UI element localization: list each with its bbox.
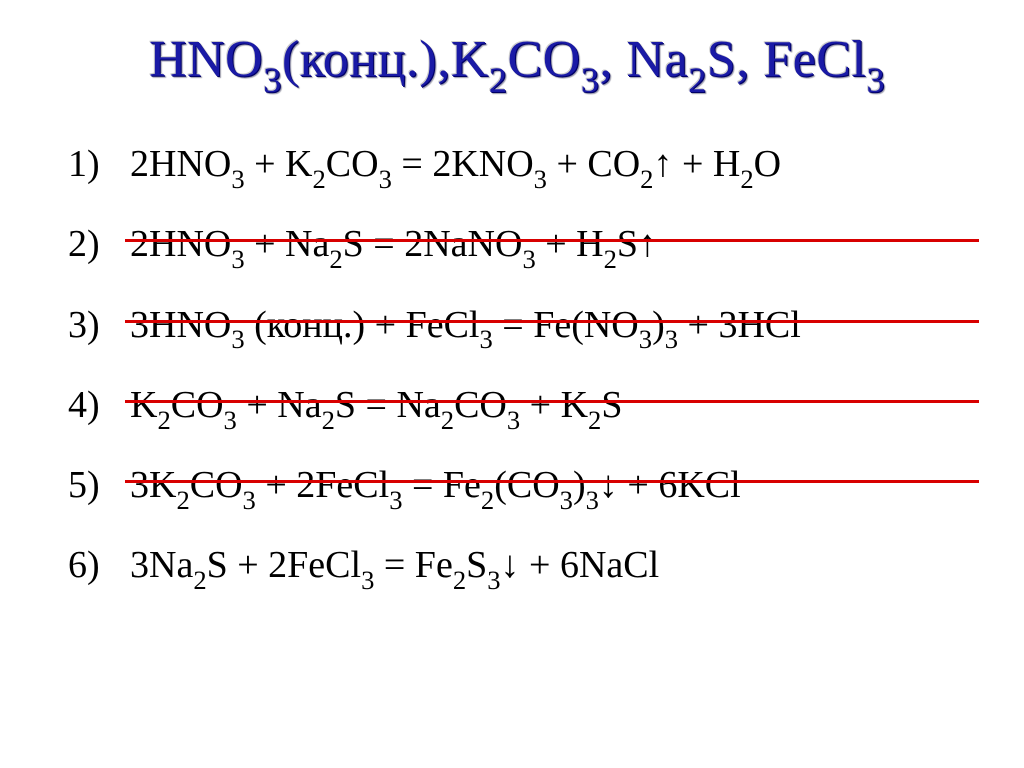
eq2-ds1: 2 — [604, 244, 617, 274]
eq3-cs1: 3 — [639, 324, 652, 354]
eq4-f: + K — [520, 384, 588, 426]
eq5-cs1: 3 — [389, 485, 402, 515]
eq3-as1: 3 — [231, 324, 244, 354]
strike-line-3 — [125, 320, 979, 323]
eq3-e: + 3HCl — [678, 304, 801, 346]
title-sub-4: 2 — [688, 60, 707, 100]
eq5-es1: 3 — [560, 485, 573, 515]
eq4-e: CO — [454, 384, 507, 426]
eq4-c: + Na — [237, 384, 322, 426]
eq4-cs1: 2 — [322, 405, 335, 435]
eq6-bs1: 3 — [361, 565, 374, 595]
strike-line-5 — [125, 480, 979, 483]
eq2-e: S↑ — [617, 225, 657, 263]
title-text-2: (конц.),K — [282, 31, 489, 88]
eq3-a: 3HNO — [130, 304, 231, 346]
eq3-d: ) — [652, 304, 665, 346]
eq5-bs1: 3 — [243, 485, 256, 515]
title-sub-3: 3 — [581, 60, 600, 100]
equation-5: 3K2CO3 + 2FeCl3 = Fe2(CO3)3↓ + 6KCl — [130, 448, 974, 528]
eq1-d: = 2KNO — [392, 143, 534, 185]
equation-4: K2CO3 + Na2S = Na2CO3 + K2S — [130, 368, 974, 448]
eq5-d: = Fe — [402, 464, 480, 506]
eq4-b: CO — [171, 384, 224, 426]
eq2-a: 2HNO — [130, 223, 231, 265]
eq3-b: (конц.) + FeCl — [245, 304, 480, 346]
eq1-as1: 3 — [231, 164, 244, 194]
title-sub-5: 3 — [866, 60, 885, 100]
eq1-b: + K — [245, 143, 313, 185]
eq5-ds1: 2 — [481, 485, 494, 515]
eq3-c: = Fe(NO — [493, 304, 639, 346]
eq4-d: S = Na — [335, 384, 441, 426]
eq6-a: 3Na — [130, 544, 193, 586]
eq6-cs1: 2 — [453, 565, 466, 595]
eq1-ds1: 3 — [534, 164, 547, 194]
title-sub-2: 2 — [489, 60, 508, 100]
eq2-as1: 3 — [231, 244, 244, 274]
equation-1: 2HNO3 + K2CO3 = 2KNO3 + CO2↑ + H2O — [130, 127, 974, 207]
eq4-es1: 3 — [507, 405, 520, 435]
eq4-bs1: 3 — [224, 405, 237, 435]
eq6-as1: 2 — [193, 565, 206, 595]
eq4-g: S — [601, 384, 622, 426]
eq6-b: S + 2FeCl — [207, 544, 361, 586]
eq1-g: O — [754, 143, 781, 185]
eq1-es1: 2 — [640, 164, 653, 194]
slide-title: HNO3(конц.),K2CO3, Na2S, FeCl3 — [60, 30, 974, 97]
eq5-e: (CO — [494, 464, 559, 506]
eq6-e: ↓ + 6NaCl — [501, 546, 660, 584]
eq3-ds1: 3 — [665, 324, 678, 354]
eq5-b: CO — [190, 464, 243, 506]
eq4-as1: 2 — [157, 405, 170, 435]
equation-2: 2HNO3 + Na2S = 2NaNO3 + H2S↑ — [130, 207, 974, 287]
equation-list: 2HNO3 + K2CO3 = 2KNO3 + CO2↑ + H2O 2HNO3… — [60, 127, 974, 608]
eq1-c: CO — [326, 143, 379, 185]
title-sub-1: 3 — [263, 60, 282, 100]
eq5-f: ) — [573, 464, 586, 506]
eq2-d: + H — [536, 223, 604, 265]
eq1-cs1: 3 — [379, 164, 392, 194]
eq1-bs1: 2 — [313, 164, 326, 194]
eq5-g: ↓ + 6KCl — [599, 466, 741, 504]
title-text-3: CO — [507, 31, 580, 88]
eq5-fs1: 3 — [586, 485, 599, 515]
title-text-5: S, FeCl — [707, 31, 867, 88]
eq1-a: 2HNO — [130, 143, 231, 185]
eq5-as1: 2 — [176, 485, 189, 515]
title-text-4: , Na — [599, 31, 688, 88]
eq5-c: + 2FeCl — [256, 464, 389, 506]
eq1-fs1: 2 — [740, 164, 753, 194]
eq6-d: S — [466, 544, 487, 586]
eq4-ds1: 2 — [441, 405, 454, 435]
strike-line-2 — [125, 239, 979, 242]
eq2-bs1: 2 — [329, 244, 342, 274]
eq5-a: 3K — [130, 464, 176, 506]
eq2-b: + Na — [245, 223, 330, 265]
eq6-ds1: 3 — [487, 565, 500, 595]
eq6-c: = Fe — [374, 544, 452, 586]
strike-line-4 — [125, 400, 979, 403]
title-text-1: HNO — [149, 31, 263, 88]
eq1-f: ↑ + H — [653, 145, 740, 183]
eq2-c: S = 2NaNO — [343, 223, 523, 265]
eq4-a: K — [130, 384, 157, 426]
eq2-cs1: 3 — [522, 244, 535, 274]
eq3-bs1: 3 — [479, 324, 492, 354]
eq4-fs1: 2 — [588, 405, 601, 435]
equation-6: 3Na2S + 2FeCl3 = Fe2S3 ↓ + 6NaCl — [130, 528, 974, 608]
slide: HNO3(конц.),K2CO3, Na2S, FeCl3 2HNO3 + K… — [0, 0, 1024, 768]
eq1-e: + CO — [547, 143, 640, 185]
equation-3: 3HNO3 (конц.) + FeCl3 = Fe(NO3)3 + 3HCl — [130, 288, 974, 368]
